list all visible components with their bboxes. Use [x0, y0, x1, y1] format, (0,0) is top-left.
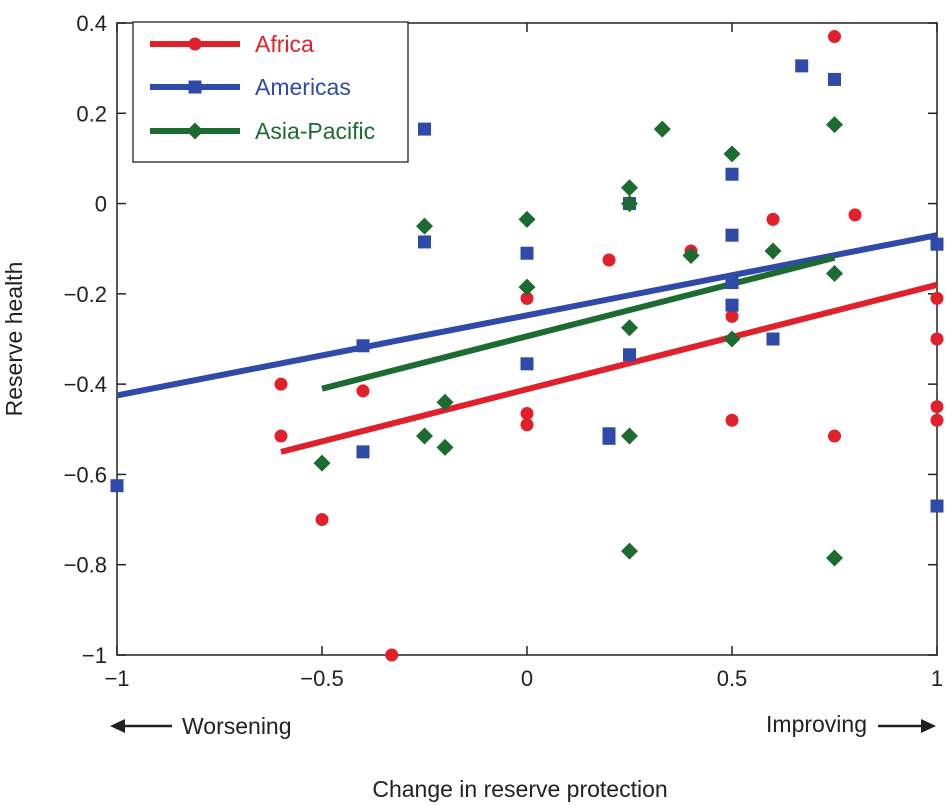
improving-annotation: Improving — [766, 711, 936, 737]
americas-point — [356, 339, 370, 353]
x-axis-title: Change in reserve protection — [372, 776, 667, 802]
y-axis-title: Reserve health — [1, 262, 27, 417]
y-tick-label: 0 — [95, 192, 107, 217]
fit-lines — [116, 232, 938, 455]
y-tick-label: −0.2 — [64, 282, 107, 307]
africa-point — [848, 208, 862, 222]
legend-marker-africa — [188, 37, 202, 51]
legend-label-asia-pacific: Asia-Pacific — [255, 118, 375, 144]
americas-point — [795, 59, 809, 73]
africa-point — [520, 418, 534, 432]
asia-pacific-point — [621, 542, 638, 560]
asia-pacific-point — [826, 549, 843, 567]
africa-fit-line — [280, 281, 938, 455]
worsening-label: Worsening — [182, 713, 292, 739]
legend-item-americas: Americas — [150, 74, 351, 100]
americas-point — [623, 348, 636, 362]
legend-label-americas: Americas — [255, 74, 351, 100]
asia-pacific-point — [653, 120, 671, 138]
asia-pacific-point — [621, 427, 638, 445]
asia-pacific-point — [416, 427, 433, 445]
y-tick-label: 0.2 — [76, 101, 107, 126]
asia-pacific-fit-line — [321, 254, 836, 392]
africa-point — [930, 332, 944, 346]
asia-pacific-point — [826, 265, 843, 283]
improving-label: Improving — [766, 711, 867, 737]
data-points — [110, 30, 944, 662]
americas-point — [725, 167, 739, 181]
africa-point — [930, 413, 944, 427]
africa-point — [274, 429, 288, 443]
y-tick-label: 0.4 — [76, 11, 107, 36]
asia-pacific-point — [621, 179, 638, 197]
americas-fit-line — [116, 232, 938, 399]
axes: −1 −0.5 0 0.5 1 −1 −0.8 −0.6 −0.4 −0.2 0 0.2 0.4 — [64, 11, 944, 691]
americas-point — [356, 445, 370, 459]
africa-point — [274, 377, 288, 391]
y-tick-label: −1 — [82, 643, 107, 668]
asia-pacific-point — [518, 210, 536, 228]
x-tick-label: −0.5 — [300, 666, 343, 691]
africa-point — [520, 291, 534, 305]
asia-pacific-point — [764, 242, 782, 260]
y-tick-label: −0.8 — [64, 553, 107, 578]
americas-point — [520, 246, 534, 260]
americas-point — [602, 431, 616, 445]
legend-item-africa: Africa — [150, 31, 314, 57]
americas-point — [418, 235, 431, 249]
africa-point — [385, 648, 399, 662]
americas-point — [725, 276, 739, 290]
americas-point — [520, 357, 534, 371]
africa-point — [520, 406, 534, 420]
x-tick-label: −1 — [104, 666, 129, 691]
africa-point — [828, 30, 841, 44]
africa-point — [828, 429, 841, 443]
legend-marker-americas — [188, 80, 202, 94]
africa-point — [725, 309, 739, 323]
americas-point — [828, 72, 841, 86]
americas-point — [930, 499, 944, 513]
asia-pacific-point — [436, 393, 454, 411]
asia-pacific-point — [723, 330, 741, 348]
americas-point — [766, 332, 780, 346]
americas-point — [930, 237, 944, 251]
x-tick-label: 1 — [931, 666, 943, 691]
asia-pacific-point — [436, 438, 454, 456]
asia-pacific-point — [826, 116, 843, 134]
africa-point — [930, 400, 944, 414]
asia-pacific-point — [416, 217, 433, 235]
asia-pacific-point — [621, 195, 638, 213]
legend-item-asia-pacific: Asia-Pacific — [150, 118, 375, 144]
americas-point — [725, 298, 739, 312]
asia-pacific-point — [518, 278, 536, 296]
americas-point — [110, 479, 124, 493]
africa-point — [725, 413, 739, 427]
americas-point — [418, 122, 431, 136]
y-tick-label: −0.6 — [64, 462, 107, 487]
africa-point — [315, 513, 329, 527]
asia-pacific-point — [621, 319, 638, 337]
left-arrowhead-icon — [110, 719, 125, 733]
x-tick-label: 0 — [521, 666, 533, 691]
africa-point — [602, 253, 616, 267]
worsening-annotation: Worsening — [110, 713, 292, 739]
asia-pacific-point — [682, 246, 700, 264]
africa-point — [356, 384, 370, 398]
legend-marker-asia-pacific — [186, 122, 204, 140]
right-arrowhead-icon — [921, 719, 936, 733]
asia-pacific-point — [723, 145, 741, 163]
africa-point — [766, 212, 780, 226]
x-tick-label: 0.5 — [717, 666, 748, 691]
americas-point — [725, 228, 739, 242]
asia-pacific-point — [313, 454, 331, 472]
y-tick-label: −0.4 — [64, 372, 107, 397]
legend-label-africa: Africa — [255, 31, 314, 57]
africa-point — [930, 291, 944, 305]
legend: Africa Americas Asia-Pacific — [132, 21, 409, 163]
